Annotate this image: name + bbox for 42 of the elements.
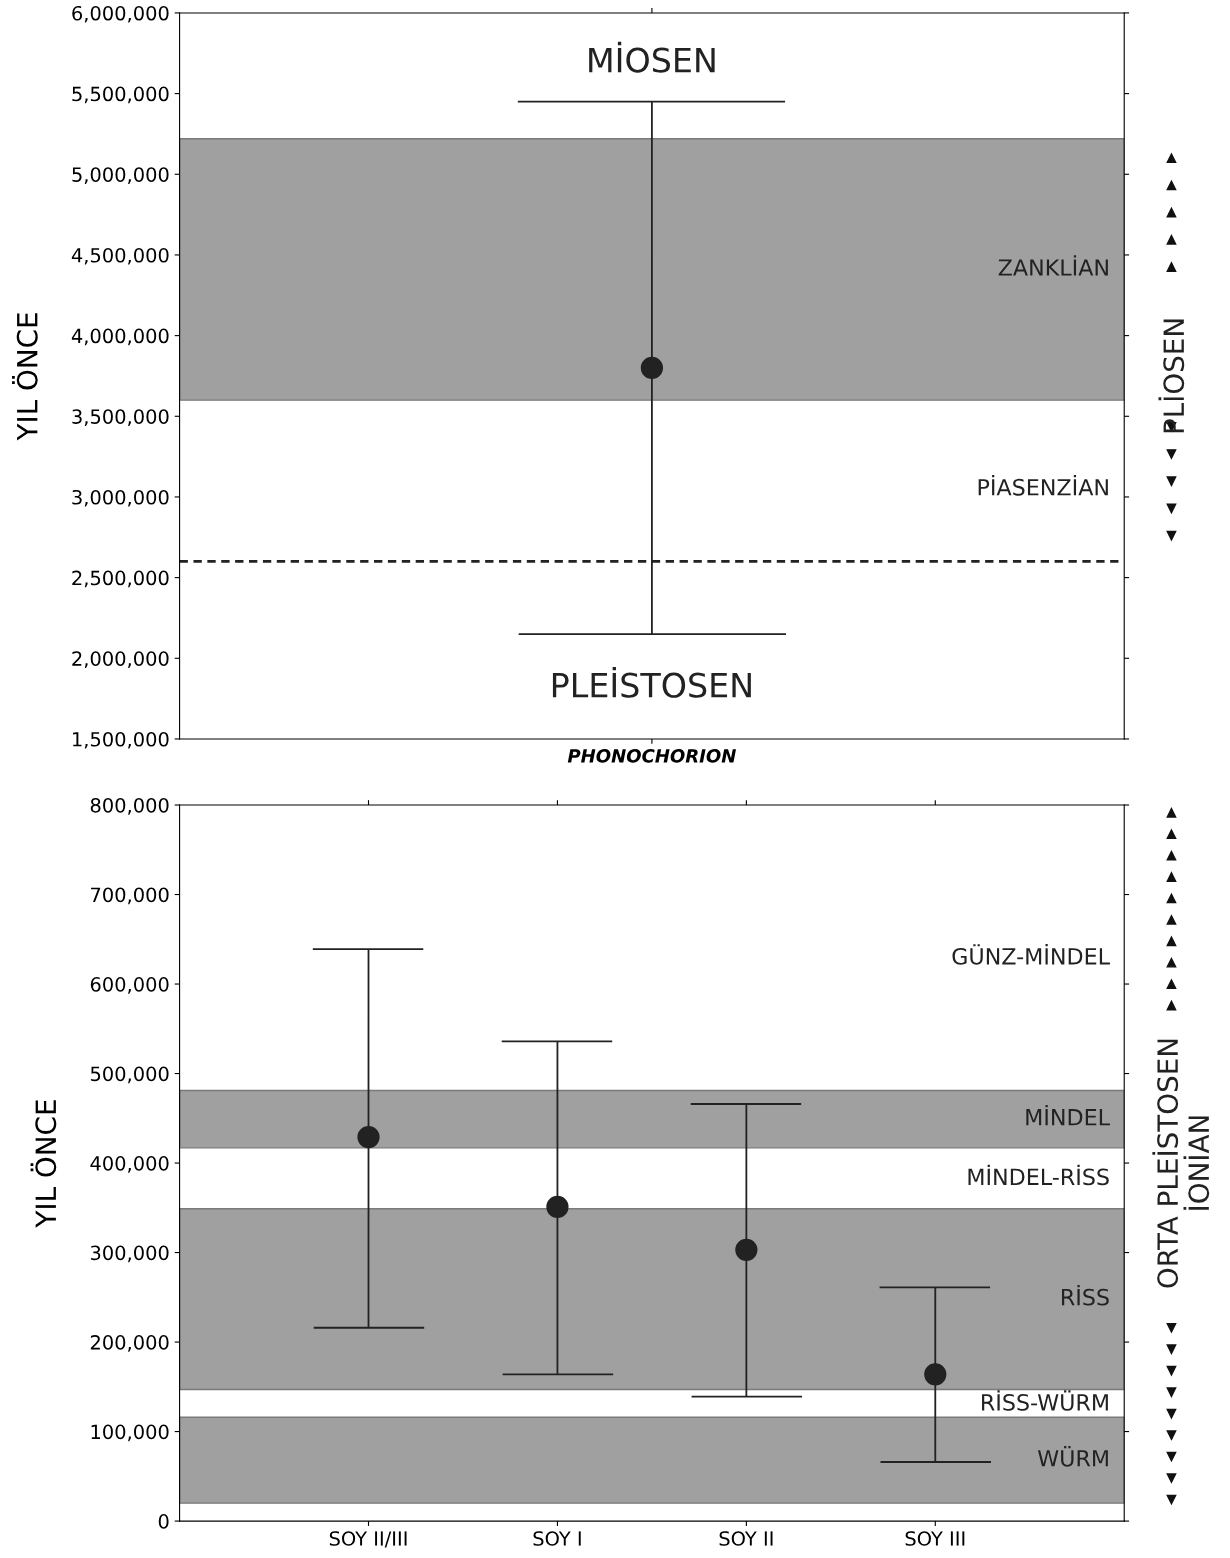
y-tick-label: 100,000 <box>91 1424 169 1442</box>
y-tick-label: 300,000 <box>90 1245 169 1263</box>
y-tick-label: 700,000 <box>91 887 169 905</box>
y-tick-label: 3,500,000 <box>72 409 169 426</box>
text: PLİOSEN <box>1158 319 1185 433</box>
y-tick-label: 800,000 <box>90 797 169 815</box>
y-axis-title: YIL ÖNCE <box>30 1100 57 1228</box>
y-tick-label: 6,000,000 <box>72 5 169 23</box>
y-tick-label: 3,000,000 <box>72 489 169 507</box>
x-tick-label: SOY III <box>905 1531 965 1546</box>
x-tick-label: SOY II <box>719 1531 773 1546</box>
y-tick-label: 500,000 <box>90 1066 169 1084</box>
text: ORTA PLEİSTOSEN İONİAN <box>1152 1039 1210 1288</box>
y-tick-label: 1,500,000 <box>73 731 169 749</box>
x-tick-label: SOY I <box>533 1531 581 1546</box>
band-label: MİNDEL <box>1026 1105 1110 1126</box>
annotation: PİASENZİAN <box>978 475 1108 496</box>
y-tick-label: 400,000 <box>90 1156 169 1173</box>
y-tick-label: 5,000,000 <box>72 167 169 184</box>
annotation: GÜNZ-MİNDEL <box>952 944 1110 965</box>
x-tick-label: SOY II/III <box>329 1531 407 1548</box>
annotation: MİOSEN <box>589 41 715 73</box>
y-axis-title: YIL ÖNCE <box>12 313 38 441</box>
y-tick-label: 200,000 <box>90 1335 169 1352</box>
y-tick-label: 2,500,000 <box>72 570 169 588</box>
y-tick-label: 4,500,000 <box>71 247 169 265</box>
annotation: RİSS-WÜRM <box>982 1390 1108 1411</box>
y-tick-label: 600,000 <box>90 976 169 994</box>
point <box>735 1238 758 1261</box>
band-label: ZANKLİAN <box>998 255 1108 276</box>
y-tick-label: 4,000,000 <box>71 328 169 346</box>
band-label: RİSS <box>1062 1284 1109 1306</box>
point <box>546 1195 569 1219</box>
point <box>924 1363 947 1386</box>
y-tick-label: 2,000,000 <box>72 651 169 668</box>
annotation: MİNDEL-RİSS <box>968 1164 1109 1186</box>
y-tick-label: 0 <box>158 1514 169 1529</box>
y-tick-label: 5,500,000 <box>72 86 169 104</box>
band-label: WÜRM <box>1037 1446 1108 1467</box>
x-tick-label: PHONOCHORION <box>567 749 736 763</box>
annotation: PLEİSTOSEN <box>552 666 751 698</box>
point <box>357 1125 380 1149</box>
